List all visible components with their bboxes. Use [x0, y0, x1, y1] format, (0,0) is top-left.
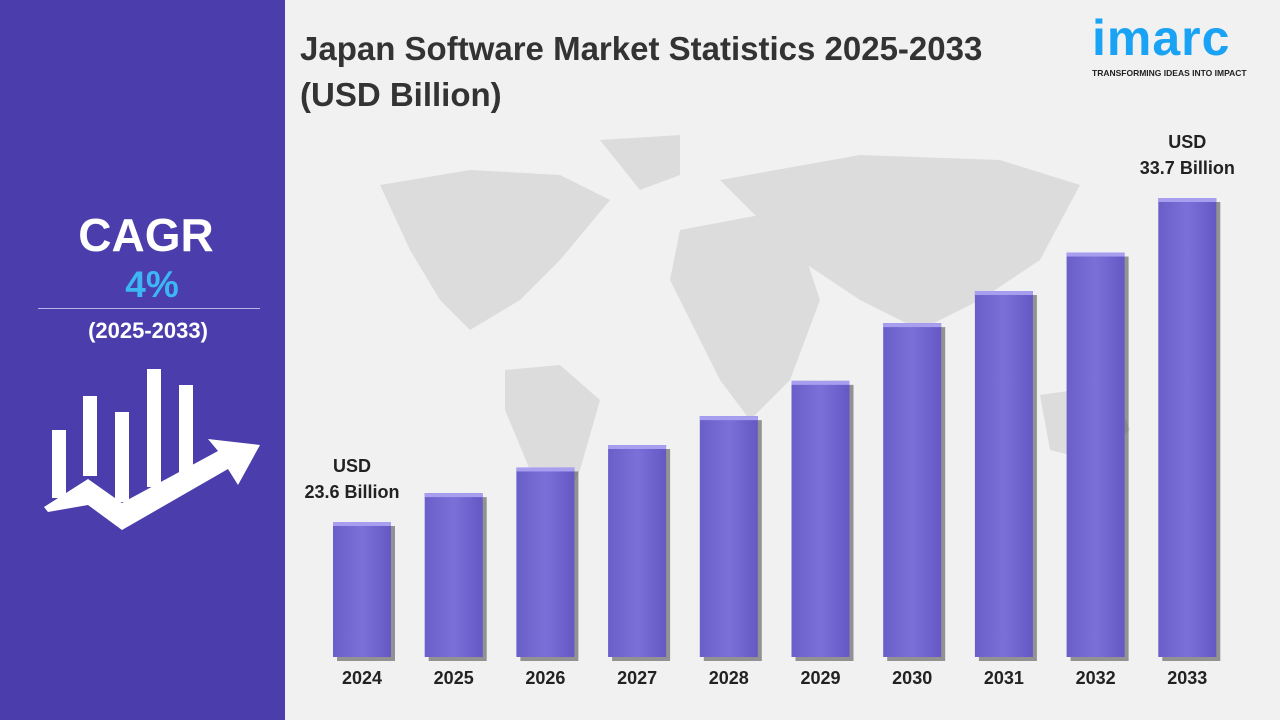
- cagr-panel: CAGR 4% (2025-2033): [0, 0, 285, 720]
- imarc-logo: imarc TRANSFORMING IDEAS INTO IMPACT: [1092, 8, 1247, 78]
- bar-2025: [424, 493, 483, 657]
- bar-2033: [1158, 198, 1217, 657]
- cagr-label: CAGR: [78, 209, 214, 261]
- x-tick-label: 2026: [525, 668, 565, 688]
- x-tick-label: 2029: [800, 668, 840, 688]
- chart-title: Japan Software Market Statistics 2025-20…: [300, 30, 983, 113]
- bar-2027: [608, 445, 667, 657]
- data-label: 23.6 Billion: [304, 482, 399, 502]
- data-label: USD: [1168, 132, 1206, 152]
- bar-top-highlight: [1066, 252, 1125, 257]
- x-tick-label: 2024: [342, 668, 382, 688]
- bar-top-highlight: [883, 323, 942, 328]
- bar-top-highlight: [608, 445, 667, 450]
- x-tick-label: 2027: [617, 668, 657, 688]
- bar-top-highlight: [516, 467, 575, 472]
- data-label: 33.7 Billion: [1140, 158, 1235, 178]
- bar-2026: [516, 467, 575, 657]
- bar-chart-growth-arrow-icon: [44, 369, 260, 530]
- x-tick-label: 2030: [892, 668, 932, 688]
- bar-2029: [791, 380, 850, 657]
- bar-2024: [333, 522, 391, 657]
- x-tick-label: 2031: [984, 668, 1024, 688]
- bar-2032: [1066, 252, 1125, 657]
- logo-wordmark: imarc: [1092, 10, 1231, 66]
- cagr-value: 4%: [125, 264, 179, 305]
- x-tick-label: 2028: [709, 668, 749, 688]
- bar-top-highlight: [791, 380, 850, 385]
- bar-top-highlight: [699, 416, 758, 421]
- x-tick-label: 2025: [434, 668, 474, 688]
- bar-top-highlight: [1158, 198, 1217, 202]
- bar-2031: [974, 291, 1033, 657]
- bar-2028: [699, 416, 758, 657]
- x-tick-label: 2033: [1167, 668, 1207, 688]
- bar-top-highlight: [424, 493, 483, 498]
- bar-2030: [883, 323, 942, 657]
- bar-top-highlight: [333, 522, 391, 526]
- x-tick-label: 2032: [1076, 668, 1116, 688]
- data-label: USD: [333, 456, 371, 476]
- logo-tagline: TRANSFORMING IDEAS INTO IMPACT: [1092, 68, 1247, 78]
- cagr-period: (2025-2033): [88, 318, 208, 343]
- divider: [38, 308, 260, 309]
- bar-top-highlight: [974, 291, 1033, 296]
